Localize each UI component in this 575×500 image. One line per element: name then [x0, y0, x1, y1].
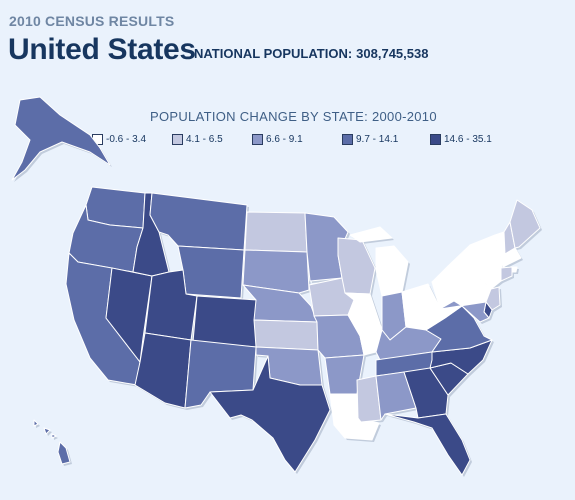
state-nd[interactable]: [244, 211, 308, 253]
legend-item-3: 9.7 - 14.1: [342, 134, 430, 145]
legend-swatch-2: [252, 134, 263, 145]
state-al[interactable]: [375, 371, 417, 421]
state-co[interactable]: [192, 295, 258, 348]
state-ks[interactable]: [253, 319, 319, 351]
legend-label-2: 6.6 - 9.1: [266, 134, 303, 145]
legend-swatch-4: [430, 134, 441, 145]
state-hi[interactable]: [33, 419, 71, 465]
state-ct[interactable]: [500, 266, 513, 282]
state-me[interactable]: [509, 199, 541, 249]
state-ri[interactable]: [511, 266, 518, 273]
national-population-value: 308,745,538: [356, 46, 429, 61]
state-fl[interactable]: [384, 413, 471, 476]
national-population-label: NATIONAL POPULATION:: [194, 46, 353, 61]
state-nj[interactable]: [485, 286, 501, 311]
legend-label-0: -0.6 - 3.4: [106, 134, 147, 145]
state-ms[interactable]: [356, 375, 382, 423]
legend-title: POPULATION CHANGE BY STATE: 2000-2010: [150, 109, 437, 124]
state-ak[interactable]: [11, 96, 111, 181]
legend-swatch-1: [172, 134, 183, 145]
state-ma[interactable]: [501, 247, 522, 268]
legend-item-4: 14.6 - 35.1: [430, 134, 510, 145]
state-tx[interactable]: [209, 355, 331, 473]
legend-swatch-3: [342, 134, 353, 145]
legend-label-3: 9.7 - 14.1: [356, 134, 399, 145]
state-wi[interactable]: [337, 237, 376, 295]
state-md[interactable]: [439, 300, 490, 323]
national-population: NATIONAL POPULATION: 308,745,538: [194, 46, 428, 61]
state-il[interactable]: [344, 292, 383, 356]
legend-item-1: 4.1 - 6.5: [172, 134, 252, 145]
legend-item-2: 6.6 - 9.1: [252, 134, 342, 145]
state-az[interactable]: [134, 332, 192, 409]
legend-label-1: 4.1 - 6.5: [186, 134, 223, 145]
legend-label-4: 14.6 - 35.1: [444, 134, 492, 145]
kicker-label: 2010 CENSUS RESULTS: [9, 13, 175, 29]
state-wy[interactable]: [177, 245, 245, 299]
state-mt[interactable]: [149, 192, 248, 251]
page-title: United States: [8, 33, 196, 66]
state-sd[interactable]: [242, 249, 310, 294]
